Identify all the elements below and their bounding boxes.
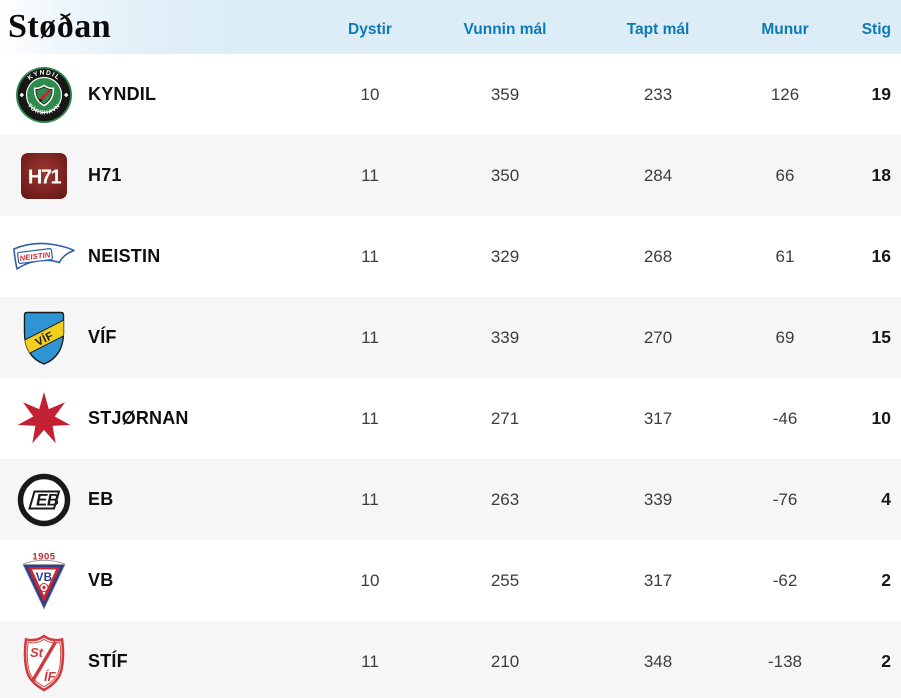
cell-vunnin-mal: 329 <box>490 246 520 266</box>
cell-dystir: 10 <box>360 570 380 590</box>
team-link[interactable]: EB EB <box>8 467 113 533</box>
column-header-stig: Stig <box>861 21 891 38</box>
cell-vunnin-mal: 359 <box>490 84 520 104</box>
cell-tapt-mal: 268 <box>643 246 673 266</box>
team-name: NEISTIN <box>88 246 161 266</box>
cell-vunnin-mal: 210 <box>490 651 520 671</box>
cell-tapt-mal: 348 <box>643 651 673 671</box>
cell-tapt-mal: 317 <box>643 408 673 428</box>
stjornan-star-icon <box>17 391 71 443</box>
team-name: H71 <box>88 165 122 185</box>
cell-dystir: 11 <box>361 408 379 428</box>
team-name: STÍF <box>88 651 128 671</box>
page-title: Støðan <box>8 8 112 45</box>
svg-text:EB: EB <box>36 490 59 509</box>
cell-stig: 10 <box>871 408 891 428</box>
svg-text:VB: VB <box>36 572 53 584</box>
column-header-munur: Munur <box>761 21 809 38</box>
team-name: EB <box>88 489 114 509</box>
table-row: EB EB 11 263 339 -76 4 <box>0 459 901 540</box>
neistin-pennant-icon: NEISTIN <box>13 242 75 270</box>
cell-stig: 2 <box>881 570 891 590</box>
team-link[interactable]: 1905 VB VB <box>8 548 113 614</box>
team-name: VB <box>88 570 114 590</box>
cell-dystir: 11 <box>361 651 379 671</box>
cell-dystir: 11 <box>361 246 379 266</box>
table-row: H71 H71 11 350 284 66 18 <box>0 135 901 216</box>
svg-text:NEISTIN: NEISTIN <box>19 250 51 263</box>
standings-rows: KYNDIL TÓRSHAVN KYNDIL 10 359 233 126 19 <box>0 54 901 698</box>
stif-shield-icon: St ÍF <box>23 633 65 692</box>
cell-stig: 4 <box>881 489 891 509</box>
cell-dystir: 11 <box>361 489 379 509</box>
cell-tapt-mal: 233 <box>643 84 673 104</box>
column-header-tapt-mal: Tapt mál <box>626 21 690 38</box>
cell-stig: 15 <box>871 327 891 347</box>
svg-text:ÍF: ÍF <box>44 669 57 684</box>
table-row: NEISTIN NEISTIN 11 329 268 61 16 <box>0 216 901 297</box>
cell-vunnin-mal: 263 <box>490 489 520 509</box>
svg-text:1905: 1905 <box>32 551 55 562</box>
team-link[interactable]: KYNDIL TÓRSHAVN KYNDIL <box>8 62 156 128</box>
cell-vunnin-mal: 255 <box>490 570 520 590</box>
kyndil-club-crest-icon: KYNDIL TÓRSHAVN <box>16 66 72 123</box>
cell-munur: 126 <box>770 84 800 104</box>
cell-stig: 2 <box>881 651 891 671</box>
cell-munur: 69 <box>775 327 795 347</box>
cell-tapt-mal: 284 <box>643 165 673 185</box>
team-name: STJØRNAN <box>88 408 189 428</box>
cell-stig: 18 <box>871 165 891 185</box>
table-row: St ÍF STÍF 11 210 348 -138 2 <box>0 621 901 698</box>
team-link[interactable]: STJØRNAN <box>8 386 189 452</box>
cell-tapt-mal: 270 <box>643 327 673 347</box>
h71-club-crest-icon: H71 <box>21 152 67 199</box>
vif-shield-icon: VÍF <box>23 311 65 365</box>
cell-vunnin-mal: 350 <box>490 165 520 185</box>
cell-munur: -62 <box>772 570 798 590</box>
cell-vunnin-mal: 271 <box>490 408 520 428</box>
cell-munur: -76 <box>772 489 798 509</box>
team-link[interactable]: NEISTIN NEISTIN <box>8 224 160 290</box>
cell-tapt-mal: 339 <box>643 489 673 509</box>
team-link[interactable]: St ÍF STÍF <box>8 629 128 695</box>
column-header-dystir: Dystir <box>348 21 392 38</box>
cell-dystir: 10 <box>360 84 380 104</box>
vb-pennant-icon: 1905 VB <box>22 551 66 610</box>
table-row: STJØRNAN 11 271 317 -46 10 <box>0 378 901 459</box>
eb-circle-icon: EB <box>17 473 71 526</box>
cell-munur: 61 <box>775 246 795 266</box>
cell-stig: 19 <box>871 84 891 104</box>
team-name: VÍF <box>88 327 117 347</box>
table-row: 1905 VB VB 10 255 317 -62 2 <box>0 540 901 621</box>
team-link[interactable]: H71 H71 <box>8 143 122 209</box>
table-row: VÍF VÍF 11 339 270 69 15 <box>0 297 901 378</box>
team-link[interactable]: VÍF VÍF <box>8 305 117 371</box>
column-header-vunnin-mal: Vunnin mál <box>463 21 547 38</box>
svg-text:H71: H71 <box>28 166 62 188</box>
cell-munur: -46 <box>772 408 798 428</box>
svg-text:St: St <box>30 645 44 660</box>
table-row: KYNDIL TÓRSHAVN KYNDIL 10 359 233 126 19 <box>0 54 901 135</box>
cell-munur: 66 <box>775 165 795 185</box>
cell-stig: 16 <box>871 246 891 266</box>
cell-dystir: 11 <box>361 165 379 185</box>
cell-dystir: 11 <box>361 327 379 347</box>
team-name: KYNDIL <box>88 84 157 104</box>
cell-munur: -138 <box>767 651 803 671</box>
standings-header: Støðan Dystir Vunnin mál Tapt mál Munur … <box>0 0 901 54</box>
cell-tapt-mal: 317 <box>643 570 673 590</box>
cell-vunnin-mal: 339 <box>490 327 520 347</box>
